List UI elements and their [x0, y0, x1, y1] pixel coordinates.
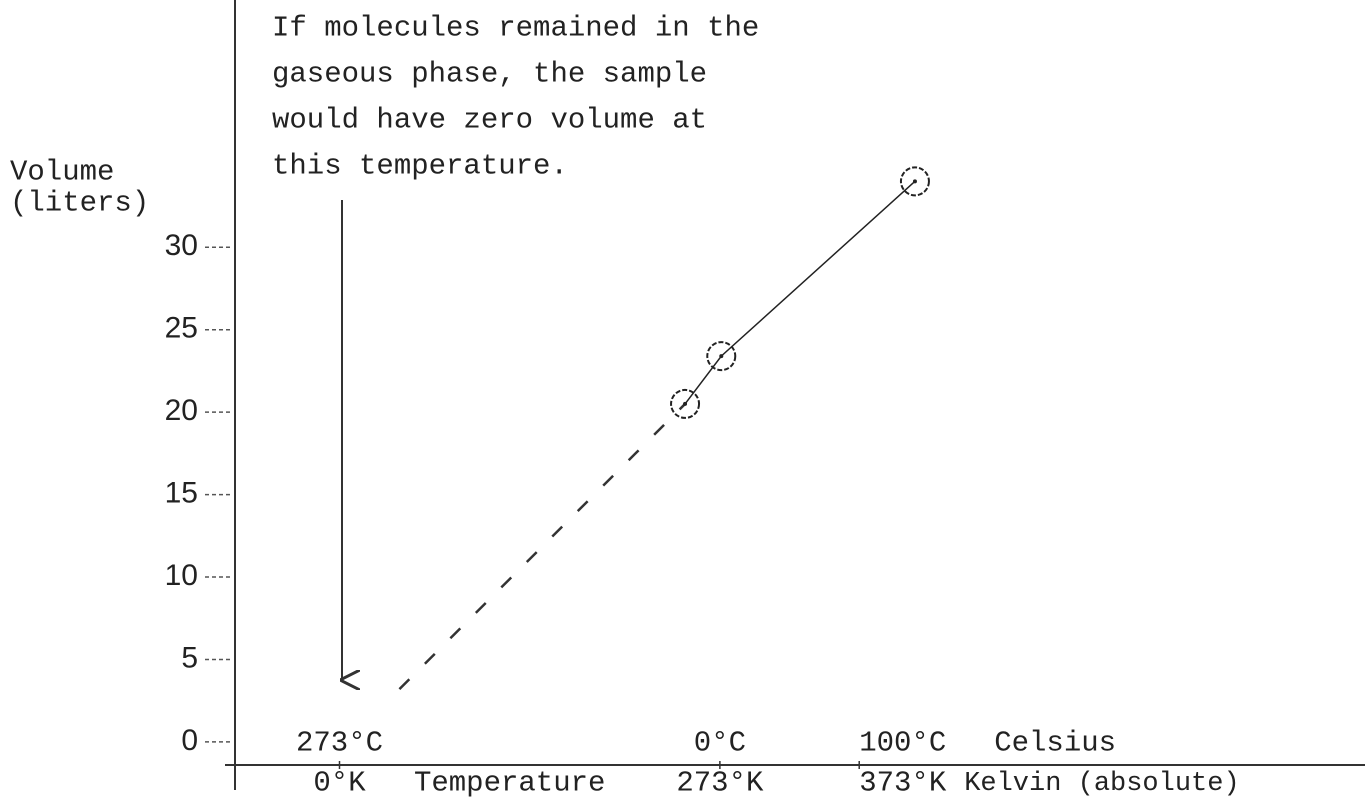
- y-tick-label: 10: [165, 559, 198, 592]
- data-point-center: [683, 401, 688, 406]
- x-tick-label: 373°K: [859, 767, 947, 797]
- x-tick-label: 0°K: [313, 767, 366, 797]
- data-point: [899, 166, 930, 197]
- x-axis-label: Temperature: [414, 767, 605, 797]
- data-point-center: [719, 354, 724, 359]
- y-tick-label: 30: [165, 229, 198, 262]
- celsius-label: 0°C: [694, 727, 746, 760]
- annotation: If molecules remained in the: [272, 12, 759, 45]
- data-point: [670, 388, 701, 419]
- celsius-axis-label: Celsius: [994, 727, 1116, 760]
- y-tick-label: 25: [165, 312, 198, 345]
- y-axis-label: Volume: [10, 156, 114, 189]
- data-point: [706, 341, 737, 372]
- annotation: would have zero volume at: [272, 104, 707, 137]
- y-tick-label: 0: [181, 724, 198, 757]
- annotation: gaseous phase, the sample: [272, 58, 707, 91]
- extrapolation-line: [398, 403, 686, 691]
- annotation: this temperature.: [272, 150, 568, 183]
- y-tick-label: 15: [165, 477, 198, 510]
- x-tick-label: 273°K: [676, 767, 764, 797]
- celsius-label: 100°C: [859, 727, 946, 760]
- kelvin-axis-label: Kelvin (absolute): [964, 769, 1239, 797]
- y-axis-label: (liters): [10, 187, 149, 220]
- data-point-center: [912, 179, 917, 184]
- y-tick-label: 5: [181, 641, 198, 674]
- celsius-label: 273°C: [296, 727, 383, 760]
- y-tick-label: 20: [165, 394, 198, 427]
